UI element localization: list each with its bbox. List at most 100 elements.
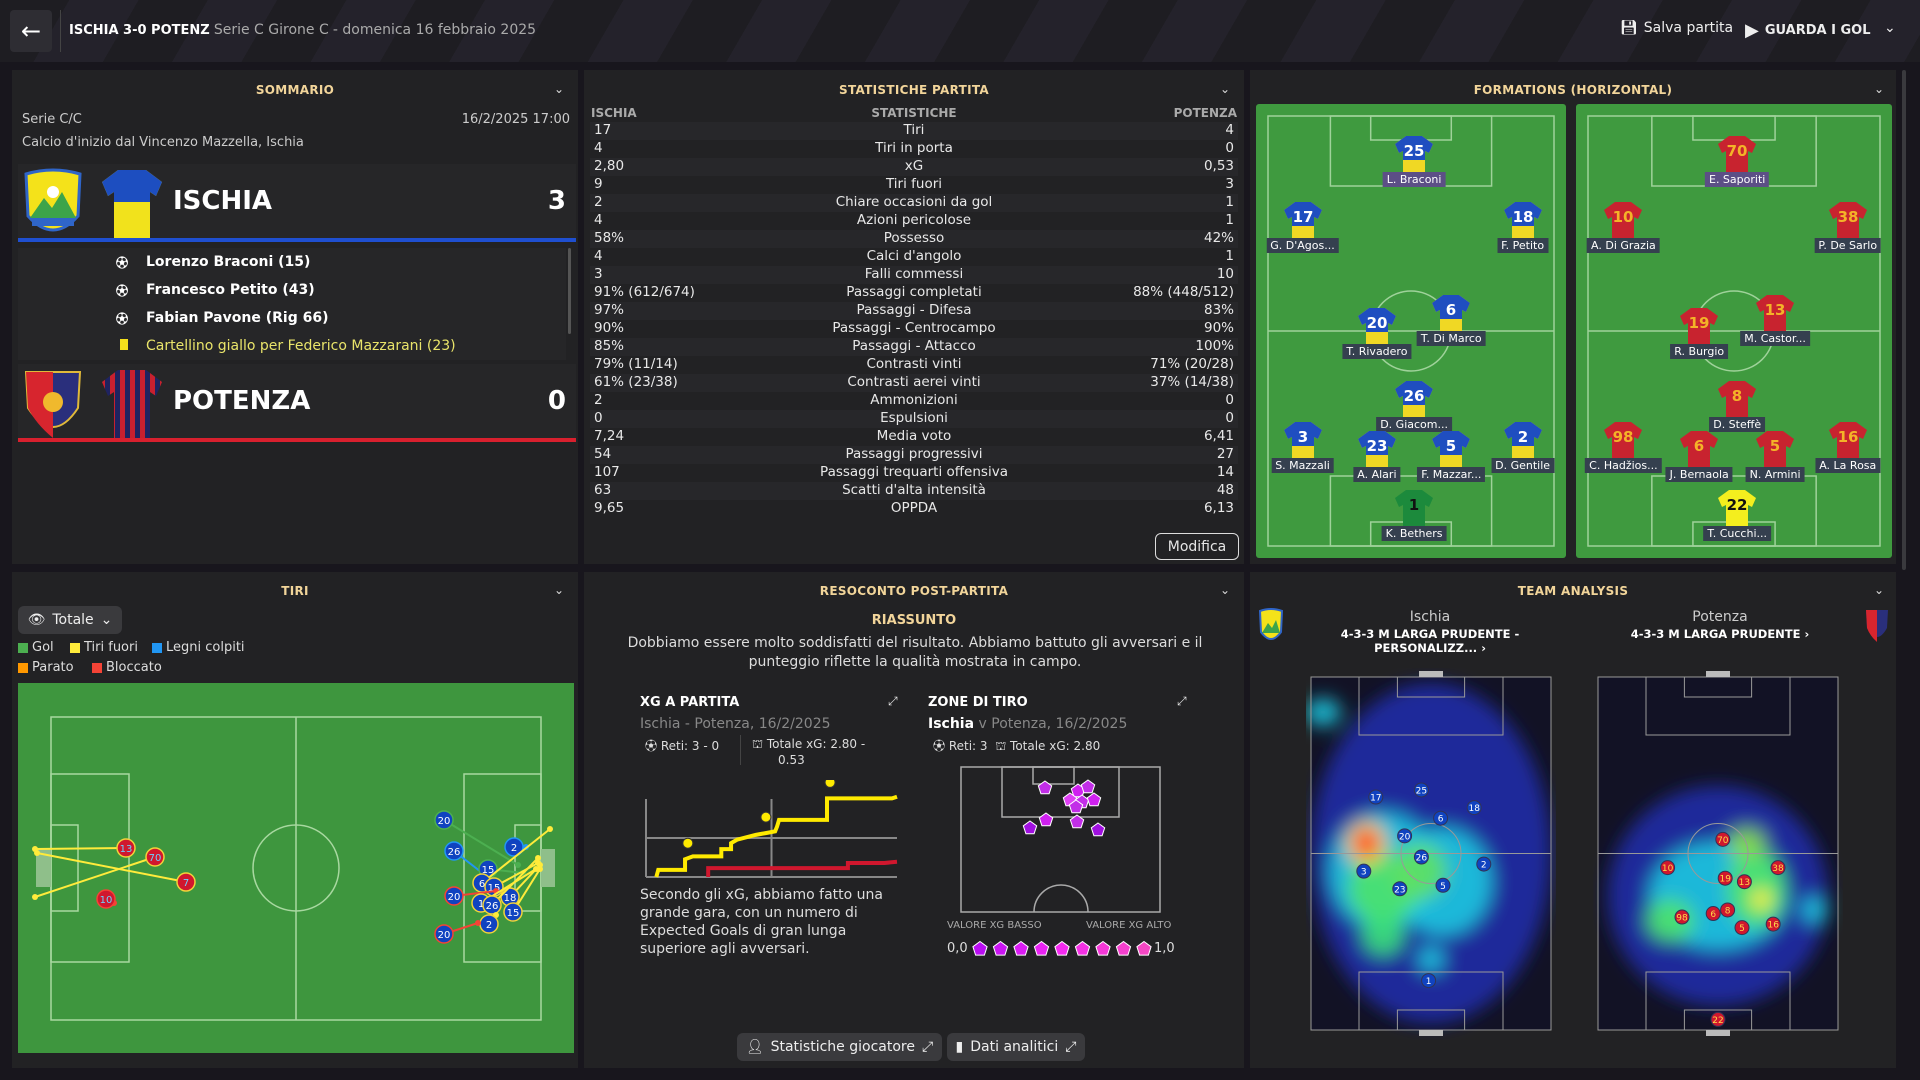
player-position-marker[interactable]: 19: [1717, 870, 1733, 886]
save-match-button[interactable]: 💾︎ Salva partita: [1620, 20, 1733, 36]
player-name-label[interactable]: D. Gentile: [1491, 457, 1555, 473]
player-name-label[interactable]: N. Armini: [1745, 467, 1805, 483]
player-shirt[interactable]: 10: [1603, 200, 1643, 240]
chevron-down-icon[interactable]: ⌄: [1220, 82, 1231, 96]
player-position-marker[interactable]: 16: [1765, 916, 1781, 932]
shot-marker[interactable]: 10: [96, 889, 117, 909]
player-position-marker[interactable]: 3: [1356, 863, 1372, 879]
player-position-marker[interactable]: 22: [1710, 1011, 1726, 1027]
player-position-marker[interactable]: 25: [1413, 782, 1429, 798]
player-shirt[interactable]: 8: [1717, 379, 1757, 420]
player-position-marker[interactable]: 98: [1674, 909, 1690, 925]
watch-options-chevron-icon[interactable]: ⌄: [1884, 20, 1896, 36]
venue: Calcio d'inizio dal Vincenzo Mazzella, I…: [22, 135, 304, 150]
shot-marker[interactable]: 15: [503, 866, 543, 922]
player-shirt[interactable]: 6: [1679, 429, 1719, 470]
player-shirt[interactable]: 23: [1357, 429, 1397, 470]
page-scrollbar[interactable]: [1902, 70, 1906, 570]
player-shirt[interactable]: 16: [1828, 420, 1868, 460]
player-shirt[interactable]: 98: [1603, 420, 1643, 460]
player-position-marker[interactable]: 13: [1736, 874, 1752, 890]
shot-marker[interactable]: 13: [32, 838, 136, 858]
player-position-marker[interactable]: 26: [1413, 849, 1429, 865]
analytics-button[interactable]: ▮ Dati analitici ⤢: [947, 1033, 1085, 1061]
player-name-label[interactable]: E. Saporiti: [1704, 171, 1770, 187]
away-tactic-link[interactable]: 4-3-3 M LARGA PRUDENTE ›: [1630, 627, 1810, 641]
shot-marker[interactable]: 26: [482, 855, 541, 915]
player-shirt[interactable]: 70: [1717, 134, 1757, 174]
player-shirt[interactable]: 13: [1755, 293, 1795, 333]
player-name-label[interactable]: T. Rivadero: [1342, 344, 1412, 360]
player-shirt[interactable]: 3: [1283, 420, 1323, 460]
player-name-label[interactable]: L. Braconi: [1382, 171, 1446, 187]
player-name-label[interactable]: J. Bernaola: [1665, 467, 1733, 483]
player-shirt[interactable]: 2: [1503, 420, 1543, 460]
player-stats-button[interactable]: 👤︎ Statistiche giocatore ⤢: [737, 1033, 942, 1061]
player-shirt[interactable]: 25: [1394, 134, 1434, 174]
shot-marker[interactable]: 2: [479, 912, 499, 934]
player-shirt[interactable]: 18: [1503, 200, 1543, 240]
player-name-label[interactable]: T. Di Marco: [1416, 330, 1486, 346]
away-team-row[interactable]: POTENZA 0: [18, 364, 576, 442]
player-name-label[interactable]: F. Mazzar...: [1417, 467, 1486, 483]
player-shirt[interactable]: 22: [1717, 488, 1757, 529]
player-name-label[interactable]: F. Petito: [1497, 237, 1549, 253]
player-position-marker[interactable]: 10: [1660, 860, 1676, 876]
home-team-row[interactable]: ISCHIA 3: [18, 164, 576, 242]
player-position-marker[interactable]: 6: [1705, 906, 1721, 922]
player-shirt[interactable]: 38: [1828, 200, 1868, 240]
shot-marker[interactable]: 20: [434, 810, 521, 868]
chevron-down-icon[interactable]: ⌄: [554, 583, 565, 597]
player-shirt[interactable]: 17: [1283, 200, 1323, 240]
stat-label: Passaggi - Attacco: [852, 338, 976, 354]
player-name-label[interactable]: R. Burgio: [1670, 344, 1729, 360]
player-name-label[interactable]: C. Hadžios...: [1585, 457, 1662, 473]
player-position-marker[interactable]: 38: [1770, 860, 1786, 876]
legend-swatch: [70, 642, 80, 653]
player-position-marker[interactable]: 5: [1734, 920, 1750, 936]
player-position-marker[interactable]: 18: [1466, 800, 1482, 816]
player-position-marker[interactable]: 17: [1368, 789, 1384, 805]
player-name-label[interactable]: A. Alari: [1353, 467, 1401, 483]
player-shirt[interactable]: 1: [1394, 488, 1434, 529]
player-shirt[interactable]: 6: [1431, 293, 1471, 333]
player-position-marker[interactable]: 23: [1392, 881, 1408, 897]
player-position-marker[interactable]: 6: [1433, 810, 1449, 826]
player-position-marker[interactable]: 1: [1421, 973, 1437, 989]
shot-marker[interactable]: 7: [34, 850, 196, 892]
expand-icon[interactable]: ⤢: [1177, 694, 1187, 708]
back-button[interactable]: ←: [10, 10, 52, 52]
player-position-marker[interactable]: 20: [1397, 828, 1413, 844]
edit-button[interactable]: Modifica: [1155, 533, 1239, 560]
player-name-label[interactable]: K. Bethers: [1381, 526, 1447, 542]
watch-goals-button[interactable]: ▶ GUARDA I GOL: [1745, 20, 1871, 41]
shots-filter-dropdown[interactable]: 👁︎ Totale ⌄: [18, 606, 122, 634]
player-position-marker[interactable]: 70: [1715, 831, 1731, 847]
chevron-down-icon[interactable]: ⌄: [1874, 583, 1885, 597]
player-shirt[interactable]: 5: [1431, 429, 1471, 470]
shot-marker[interactable]: 20: [434, 920, 481, 944]
chevron-down-icon[interactable]: ⌄: [1874, 82, 1885, 96]
player-shirt[interactable]: 19: [1679, 306, 1719, 347]
home-tactic-link[interactable]: 4-3-3 M LARGA PRUDENTE - PERSONALIZZ... …: [1340, 627, 1520, 655]
player-name-label[interactable]: D. Giacom...: [1376, 417, 1452, 433]
player-shirt[interactable]: 26: [1394, 379, 1434, 420]
player-name-label[interactable]: G. D'Agos...: [1266, 237, 1339, 253]
player-name-label[interactable]: A. La Rosa: [1815, 457, 1881, 473]
player-shirt[interactable]: 20: [1357, 306, 1397, 347]
shot-marker[interactable]: 70: [32, 847, 165, 900]
player-name-label[interactable]: A. Di Grazia: [1587, 237, 1660, 253]
player-name-label[interactable]: M. Castor...: [1740, 330, 1810, 346]
expand-icon[interactable]: ⤢: [888, 694, 898, 708]
player-position-marker[interactable]: 5: [1435, 877, 1451, 893]
chevron-down-icon[interactable]: ⌄: [1220, 583, 1231, 597]
events-scrollbar[interactable]: [568, 248, 571, 334]
player-name-label[interactable]: D. Steffè: [1709, 417, 1766, 433]
player-name-label[interactable]: P. De Sarlo: [1814, 237, 1882, 253]
player-position-marker[interactable]: 2: [1476, 856, 1492, 872]
chevron-down-icon[interactable]: ⌄: [554, 82, 565, 96]
player-name-label[interactable]: T. Cucchi...: [1703, 526, 1771, 542]
player-position-marker[interactable]: 8: [1720, 902, 1736, 918]
player-shirt[interactable]: 5: [1755, 429, 1795, 470]
player-name-label[interactable]: S. Mazzali: [1271, 457, 1334, 473]
